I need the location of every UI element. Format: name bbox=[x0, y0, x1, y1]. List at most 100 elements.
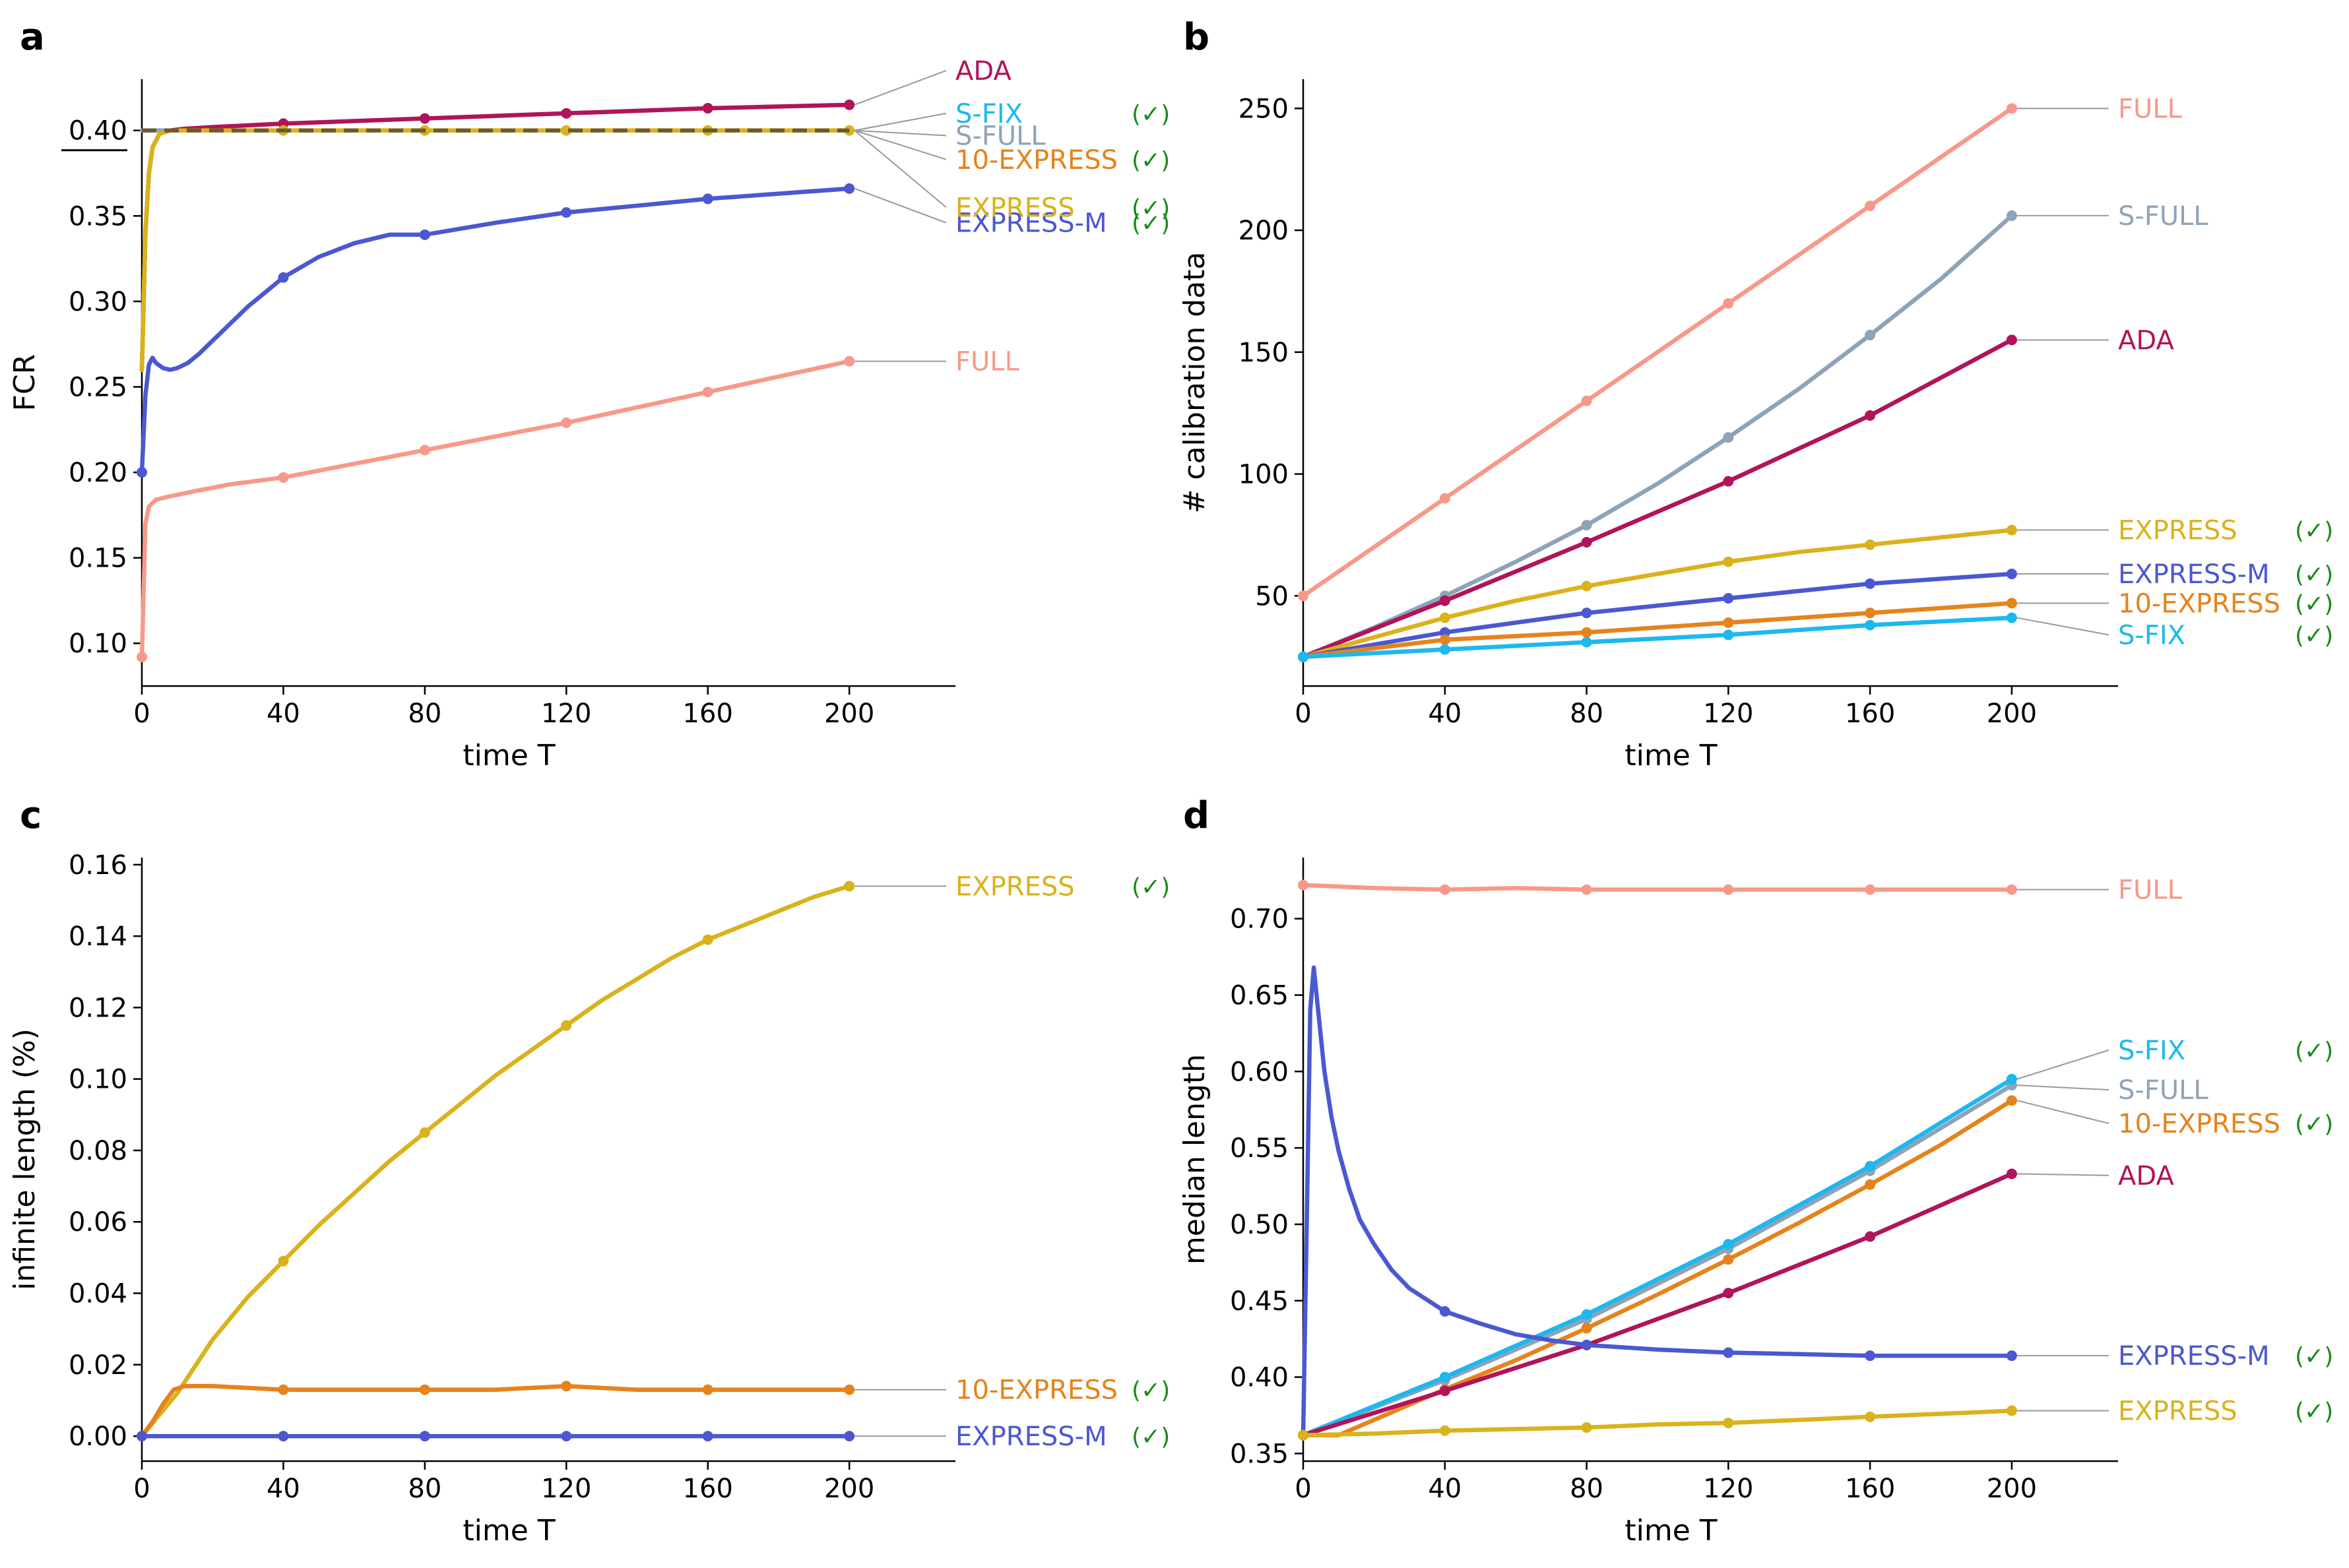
y-tick-label: 0.35 bbox=[1230, 1439, 1289, 1469]
y-tick-label: 100 bbox=[1239, 460, 1289, 490]
data-point-express bbox=[844, 881, 855, 892]
series-label-express-m: EXPRESS-M bbox=[955, 208, 1107, 239]
y-tick-label: 0.35 bbox=[69, 201, 127, 232]
x-tick-label: 40 bbox=[1428, 699, 1462, 729]
leader-line bbox=[2016, 1084, 2109, 1091]
series-label-ada: ADA bbox=[2118, 325, 2174, 356]
data-point-express bbox=[419, 1127, 430, 1138]
data-point-express-m bbox=[1581, 608, 1592, 619]
data-point-express bbox=[1865, 539, 1876, 550]
leader-line bbox=[2016, 1173, 2109, 1176]
y-tick-label: 0.40 bbox=[69, 116, 127, 146]
series-label-full: FULL bbox=[955, 347, 1020, 377]
check-mark: (✓) bbox=[2295, 518, 2333, 545]
y-axis-label: median length bbox=[1178, 1054, 1211, 1265]
data-point-ada bbox=[419, 113, 430, 124]
data-point-express bbox=[1865, 1411, 1876, 1422]
y-tick-label: 0.14 bbox=[69, 922, 127, 952]
series-line-ada bbox=[1301, 1172, 2014, 1437]
data-point-10-express bbox=[2006, 598, 2017, 609]
data-point-express-m bbox=[1439, 627, 1450, 638]
data-point-express-m bbox=[1439, 1305, 1450, 1317]
x-tick-label: 0 bbox=[133, 1474, 150, 1504]
series-line-express bbox=[1301, 528, 2014, 659]
data-point-express-m bbox=[702, 193, 713, 204]
panel-letter-c: c bbox=[20, 794, 42, 837]
series-line-10-express bbox=[1301, 601, 2014, 659]
data-point-10-express bbox=[1723, 1254, 1734, 1265]
x-tick-label: 200 bbox=[824, 1474, 874, 1504]
y-tick-label: 0.55 bbox=[1230, 1133, 1289, 1164]
data-point-full bbox=[1865, 884, 1876, 895]
data-point-s-full bbox=[1723, 432, 1734, 443]
data-point-express bbox=[1581, 580, 1592, 592]
data-point-express-m bbox=[1723, 1347, 1734, 1358]
data-point-full bbox=[2006, 103, 2017, 114]
data-point-ada bbox=[844, 99, 855, 110]
x-tick-label: 160 bbox=[1845, 1474, 1895, 1504]
data-point-10-express bbox=[419, 1384, 430, 1395]
data-point-ada bbox=[1865, 410, 1876, 421]
series-label-ada: ADA bbox=[2118, 1161, 2174, 1191]
y-axis-label: FCR bbox=[8, 354, 42, 412]
data-point-10-express bbox=[1865, 1179, 1876, 1190]
data-point-s-full bbox=[2006, 210, 2017, 221]
data-point-full bbox=[1298, 879, 1308, 891]
y-tick-label: 0.04 bbox=[69, 1279, 127, 1309]
series-line-s-full bbox=[1301, 213, 2014, 659]
x-tick-label: 120 bbox=[1703, 699, 1753, 729]
data-point-full bbox=[1723, 884, 1734, 895]
x-tick-label: 0 bbox=[1295, 1474, 1311, 1504]
leader-line bbox=[854, 129, 947, 160]
check-mark: (✓) bbox=[1132, 873, 1170, 900]
series-label-s-full: S-FULL bbox=[955, 121, 1046, 152]
data-point-express-m bbox=[2006, 1350, 2017, 1362]
data-point-ada bbox=[702, 103, 713, 114]
data-point-ada bbox=[2006, 334, 2017, 346]
x-axis-label: time T bbox=[1625, 1514, 1717, 1548]
data-point-10-express bbox=[1439, 634, 1450, 645]
y-tick-label: 0.08 bbox=[69, 1136, 127, 1166]
series-line-express-m bbox=[139, 186, 852, 475]
x-tick-label: 40 bbox=[1428, 1474, 1462, 1504]
check-mark: (✓) bbox=[1132, 147, 1170, 174]
data-point-full bbox=[702, 387, 713, 398]
series-label-10-express: 10-EXPRESS bbox=[955, 145, 1118, 175]
series-label-s-full: S-FULL bbox=[2118, 201, 2208, 232]
y-tick-label: 0.30 bbox=[69, 287, 127, 317]
panel-letter-a: a bbox=[20, 16, 45, 59]
data-point-express-m bbox=[561, 1431, 572, 1442]
y-tick-label: 0.02 bbox=[69, 1350, 127, 1381]
data-point-ada bbox=[561, 108, 572, 119]
data-point-express bbox=[561, 125, 572, 136]
data-point-full bbox=[1581, 395, 1592, 406]
x-tick-label: 80 bbox=[408, 1474, 441, 1504]
x-axis-label: time T bbox=[463, 739, 555, 772]
data-point-express-m bbox=[137, 1431, 147, 1442]
leader-line bbox=[2016, 1049, 2109, 1080]
y-tick-label: 0.50 bbox=[1230, 1210, 1289, 1240]
data-point-10-express bbox=[844, 1384, 855, 1395]
series-label-s-fix: S-FIX bbox=[2118, 620, 2185, 650]
y-tick-label: 0.25 bbox=[69, 372, 127, 402]
x-tick-label: 160 bbox=[683, 1474, 733, 1504]
series-label-full: FULL bbox=[2118, 875, 2183, 906]
series-line-express-m bbox=[1301, 571, 2014, 659]
x-tick-label: 80 bbox=[1570, 1474, 1603, 1504]
series-line-s-full bbox=[1301, 1082, 2014, 1437]
data-point-express bbox=[2006, 524, 2017, 536]
y-tick-label: 0.70 bbox=[1230, 904, 1289, 935]
data-point-full bbox=[419, 445, 430, 456]
data-point-s-fix bbox=[1581, 637, 1592, 648]
data-point-express bbox=[2006, 1405, 2017, 1416]
leader-line bbox=[854, 187, 947, 224]
series-line-ada bbox=[1301, 338, 2014, 659]
data-point-s-fix bbox=[1439, 644, 1450, 655]
x-tick-label: 0 bbox=[133, 699, 150, 729]
data-point-express bbox=[278, 1255, 289, 1267]
data-point-s-fix bbox=[1298, 651, 1308, 662]
check-mark: (✓) bbox=[2295, 1398, 2333, 1426]
data-point-express-m bbox=[702, 1431, 713, 1442]
